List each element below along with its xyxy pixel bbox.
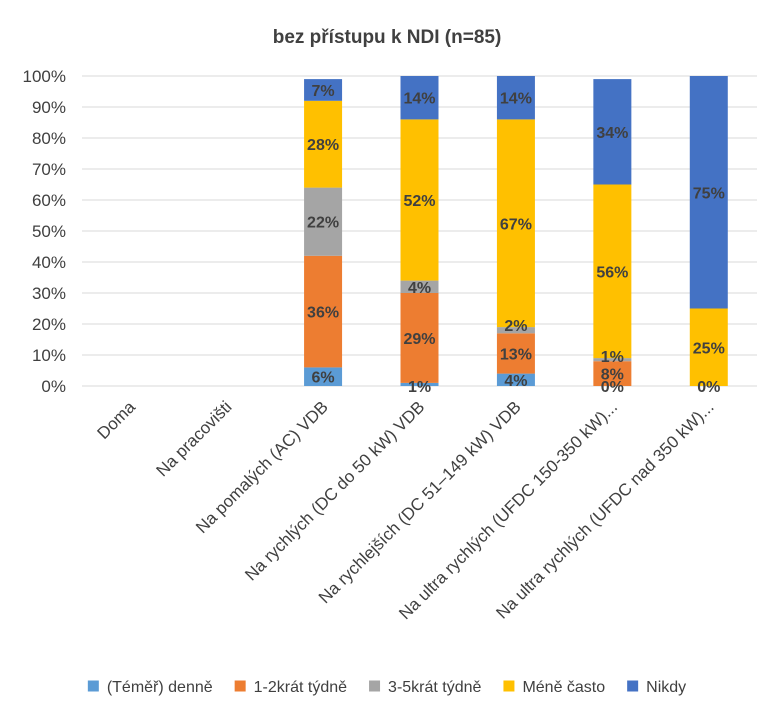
bar-segment — [400, 119, 439, 281]
legend-label: Méně často — [522, 679, 605, 696]
y-tick-label: 30% — [32, 284, 66, 303]
bar-segment — [496, 327, 535, 334]
y-tick-label: 10% — [32, 346, 66, 365]
legend-item: 1-2krát týdně — [234, 679, 347, 696]
data-label: 29% — [403, 331, 435, 348]
data-label: 7% — [312, 83, 335, 100]
data-label: 13% — [500, 346, 532, 363]
bar-segment — [593, 361, 632, 386]
legend-swatch — [369, 680, 381, 692]
data-label: 1% — [408, 379, 431, 396]
legend: (Téměř) denně 1-2krát týdně 3-5krát týdně M… — [87, 679, 686, 696]
legend-item: 3-5krát týdně — [369, 679, 482, 696]
y-tick-label: 70% — [32, 160, 66, 179]
legend-label: Nikdy — [646, 679, 686, 696]
data-label: 67% — [500, 216, 532, 233]
chart-title: bez přístupu k NDI (n=85) — [273, 27, 502, 48]
y-axis-ticks: 0% 10% 20% 30% 40% 50% 60% 70% 80% 90% 100% — [23, 67, 66, 396]
data-label: 25% — [693, 340, 725, 357]
bar-segment — [496, 119, 535, 328]
legend-label: 1-2krát týdně — [254, 679, 347, 696]
data-label: 4% — [504, 373, 527, 390]
bar-segment — [689, 76, 728, 309]
legend-swatch — [87, 680, 99, 692]
y-tick-label: 100% — [23, 67, 66, 86]
legend-label: (Téměř) denně — [107, 679, 213, 696]
data-label: 2% — [504, 318, 527, 335]
bar-segment — [400, 280, 439, 293]
legend-swatch — [627, 680, 639, 692]
bar-segment — [304, 255, 343, 368]
y-tick-label: 60% — [32, 191, 66, 210]
legend-item: Nikdy — [627, 679, 686, 696]
data-label: 52% — [403, 193, 435, 210]
data-label: 8% — [601, 367, 624, 384]
bar-segment — [304, 367, 343, 386]
legend-swatch — [503, 680, 515, 692]
bar-segment — [593, 79, 632, 185]
data-label: 6% — [312, 370, 335, 387]
data-label: 36% — [307, 305, 339, 322]
y-tick-label: 40% — [32, 253, 66, 272]
bar-segment — [689, 308, 728, 386]
data-labels: 6% 36% 22% 28% 7% 1% 29% 4% 52% 14% 4% 13% 2% 67% 14% 0… — [307, 83, 725, 396]
data-label: 14% — [500, 91, 532, 108]
data-label: 14% — [403, 91, 435, 108]
data-label: 22% — [307, 215, 339, 232]
data-label: 75% — [693, 185, 725, 202]
data-label: 56% — [596, 264, 628, 281]
data-label: 0% — [601, 379, 624, 396]
data-label: 1% — [601, 349, 624, 366]
bar-segment — [496, 373, 535, 386]
legend-swatch — [234, 680, 246, 692]
data-label: 28% — [307, 137, 339, 154]
legend-item: Méně často — [503, 679, 605, 696]
y-tick-label: 20% — [32, 315, 66, 334]
y-tick-label: 90% — [32, 98, 66, 117]
data-label: 0% — [697, 379, 720, 396]
bars — [304, 76, 728, 386]
y-tick-label: 80% — [32, 129, 66, 148]
bar-segment — [304, 100, 343, 188]
bar-segment — [593, 358, 632, 362]
data-label: 4% — [408, 280, 431, 297]
legend-label: 3-5krát týdně — [388, 679, 481, 696]
y-tick-label: 50% — [32, 222, 66, 241]
y-tick-label: 0% — [41, 377, 66, 396]
bar-segment — [400, 293, 439, 383]
bar-segment — [304, 79, 343, 101]
bar-segment — [304, 187, 343, 256]
bar-segment — [400, 382, 439, 386]
bar-segment — [400, 76, 439, 120]
legend-item: (Téměř) denně — [87, 679, 213, 696]
bar-segment — [593, 184, 632, 359]
bar-segment — [496, 333, 535, 374]
bar-segment — [496, 76, 535, 120]
data-label: 34% — [596, 125, 628, 142]
